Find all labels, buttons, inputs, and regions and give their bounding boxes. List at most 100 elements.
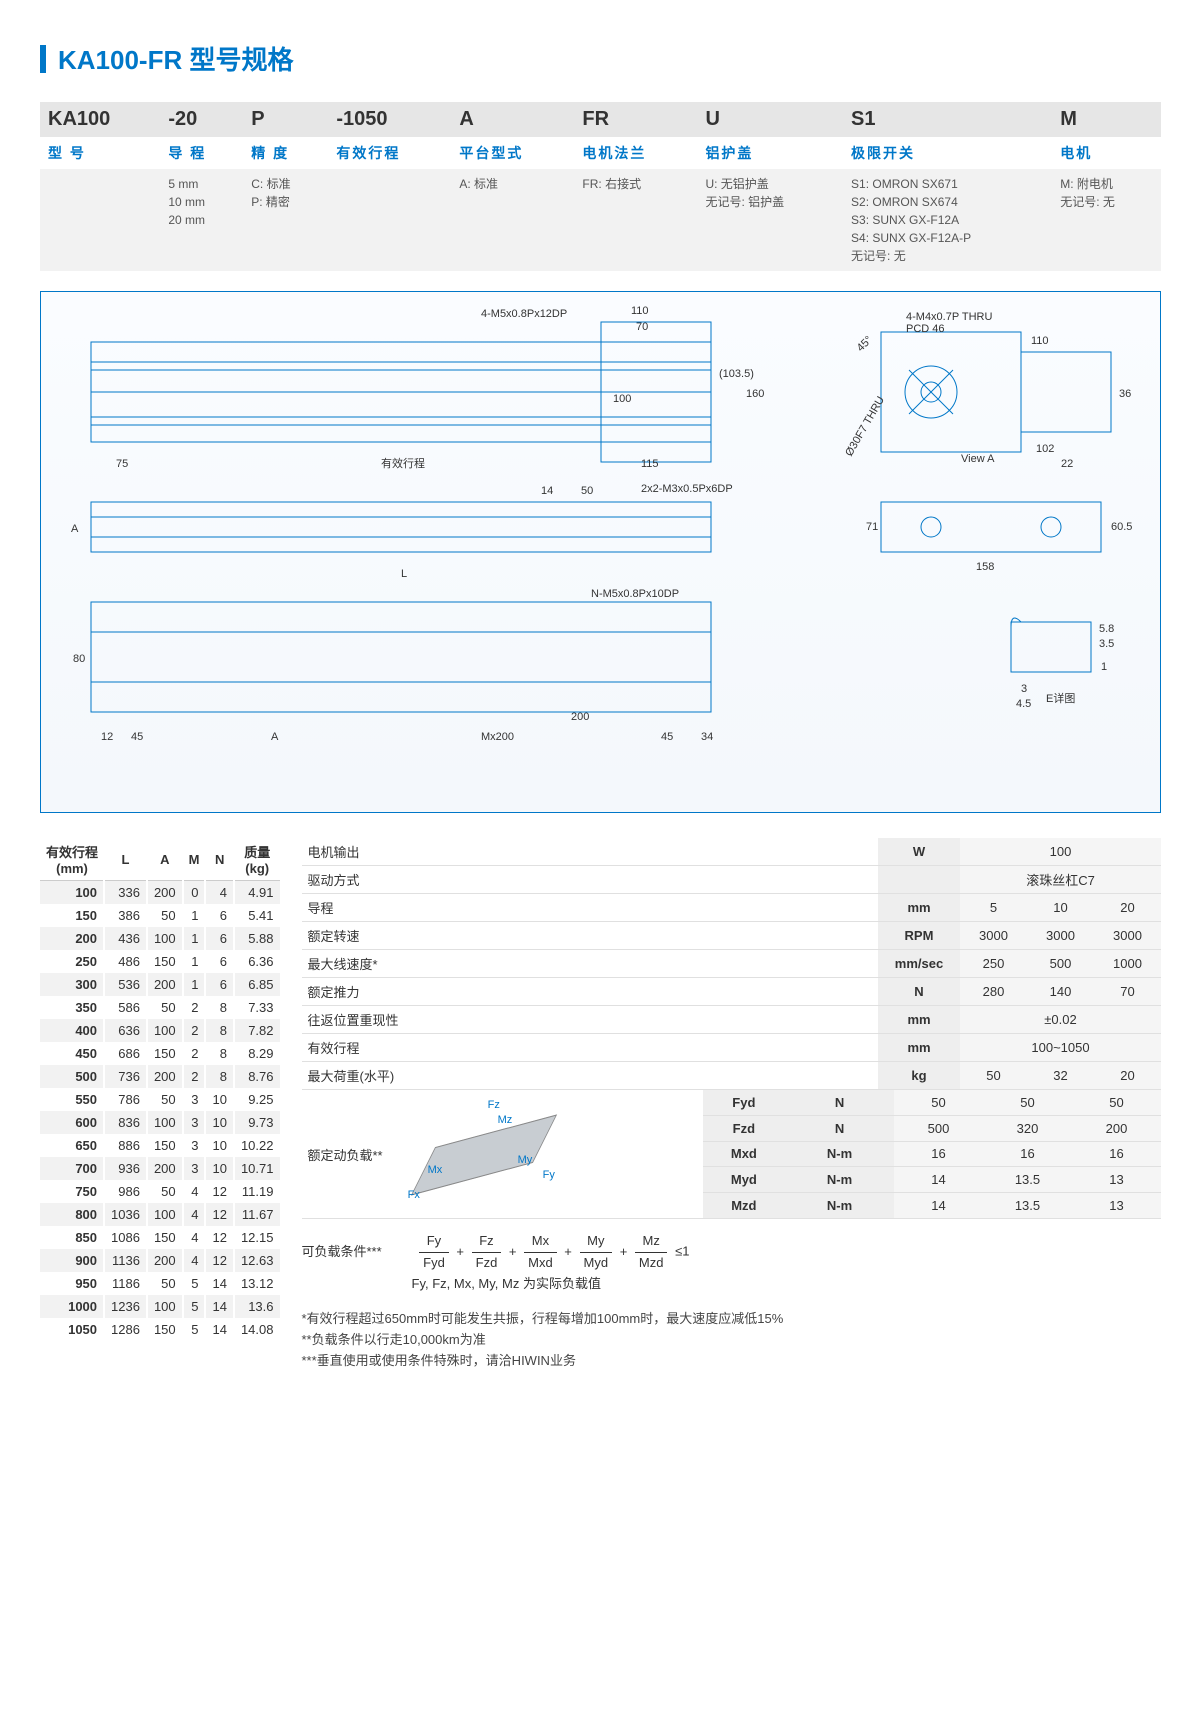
cell: 10: [205, 1088, 233, 1111]
cell: 950: [40, 1272, 104, 1295]
cell: 5.41: [234, 904, 281, 927]
svg-text:75: 75: [116, 458, 128, 470]
cell: 850: [40, 1226, 104, 1249]
cell: 486: [104, 950, 147, 973]
load-val: 50: [983, 1090, 1072, 1115]
svg-text:N-M5x0.8Px10DP: N-M5x0.8Px10DP: [591, 588, 679, 600]
cell: 6.36: [234, 950, 281, 973]
spec-val: 500: [1027, 950, 1094, 978]
load-val: 320: [983, 1115, 1072, 1141]
cell: 6.85: [234, 973, 281, 996]
load-val: 13: [1072, 1193, 1161, 1219]
cell: 586: [104, 996, 147, 1019]
cell: 150: [147, 1318, 183, 1341]
cell: 1: [183, 973, 206, 996]
cell: 11.67: [234, 1203, 281, 1226]
cell: 8: [205, 996, 233, 1019]
spec-unit: mm: [878, 1006, 960, 1034]
spec-unit: mm/sec: [878, 950, 960, 978]
cell: 936: [104, 1157, 147, 1180]
table-row: 7509865041211.19: [40, 1180, 281, 1203]
cell: 14.08: [234, 1318, 281, 1341]
cell: 100: [147, 1019, 183, 1042]
code-header: -20: [160, 102, 243, 137]
table-row: 400636100287.82: [40, 1019, 281, 1042]
spec-val: 32: [1027, 1062, 1094, 1090]
code-sublabel: 平台型式: [451, 137, 574, 169]
cell: 1050: [40, 1318, 104, 1341]
cell: 550: [40, 1088, 104, 1111]
spec-val: 50: [960, 1062, 1027, 1090]
table-row: 800103610041211.67: [40, 1203, 281, 1226]
code-header: A: [451, 102, 574, 137]
cell: 12: [205, 1249, 233, 1272]
cell: 6: [205, 973, 233, 996]
cell: 200: [147, 1249, 183, 1272]
svg-text:45: 45: [661, 731, 673, 743]
svg-text:有效行程: 有效行程: [381, 456, 425, 470]
cell: 4.91: [234, 881, 281, 905]
cell: 250: [40, 950, 104, 973]
cell: 150: [147, 950, 183, 973]
cell: 1: [183, 927, 206, 950]
table-row: 500736200288.76: [40, 1065, 281, 1088]
table-row: 6008361003109.73: [40, 1111, 281, 1134]
fraction: MyMyd: [580, 1231, 613, 1274]
spec-row: 额定转速RPM300030003000: [302, 922, 1162, 950]
cell: 3: [183, 1111, 206, 1134]
cell: 200: [147, 973, 183, 996]
table-row: 850108615041212.15: [40, 1226, 281, 1249]
spec-label: 额定推力: [302, 978, 879, 1006]
cell: 4: [183, 1203, 206, 1226]
code-header: U: [697, 102, 843, 137]
drawing-svg: 4-M5x0.8Px12DP 110 70 (103.5) 160 100 75…: [61, 302, 1141, 802]
svg-text:3: 3: [1021, 683, 1027, 695]
cell: 1000: [40, 1295, 104, 1318]
spec-table: 电机输出W100驱动方式滚珠丝杠C7导程mm51020额定转速RPM300030…: [302, 838, 1162, 1090]
svg-text:14: 14: [541, 485, 553, 497]
cell: 750: [40, 1180, 104, 1203]
code-sublabel: 极限开关: [843, 137, 1052, 169]
svg-text:45°: 45°: [854, 334, 874, 354]
cell: 2: [183, 1019, 206, 1042]
load-val: 14: [894, 1193, 983, 1219]
cell: 50: [147, 904, 183, 927]
code-desc: A: 标准: [451, 169, 574, 271]
cell: 1036: [104, 1203, 147, 1226]
load-val: 13.5: [983, 1167, 1072, 1193]
cell: 50: [147, 996, 183, 1019]
load-unit: N-m: [785, 1193, 894, 1219]
cell: 4: [183, 1180, 206, 1203]
cell: 50: [147, 1180, 183, 1203]
table-row: 250486150166.36: [40, 950, 281, 973]
svg-text:200: 200: [571, 711, 589, 723]
load-title: 额定动负载**: [308, 1145, 383, 1164]
cell: 4: [183, 1249, 206, 1272]
svg-text:A: A: [271, 731, 279, 743]
cell: 14: [205, 1295, 233, 1318]
footnotes: *有效行程超过650mm时可能发生共振，行程每增加100mm时，最大速度应减低1…: [302, 1309, 1162, 1371]
cell: 536: [104, 973, 147, 996]
axis-label: Fy: [543, 1169, 555, 1181]
spec-unit: N: [878, 978, 960, 1006]
cell: 2: [183, 1042, 206, 1065]
spec-row: 驱动方式滚珠丝杠C7: [302, 866, 1162, 894]
cell: 886: [104, 1134, 147, 1157]
cell: 450: [40, 1042, 104, 1065]
svg-text:70: 70: [636, 321, 648, 333]
spec-label: 导程: [302, 894, 879, 922]
formula-cond: ≤1: [675, 1244, 689, 1259]
footnote-line: **负载条件以行走10,000km为准: [302, 1330, 1162, 1351]
cell: 3: [183, 1088, 206, 1111]
table-row: 300536200166.85: [40, 973, 281, 996]
spec-label: 最大线速度*: [302, 950, 879, 978]
load-sym: Fyd: [703, 1090, 785, 1115]
spec-val: 70: [1094, 978, 1161, 1006]
spec-val: 3000: [960, 922, 1027, 950]
spec-val: 1000: [1094, 950, 1161, 978]
cell: 6: [205, 904, 233, 927]
cell: 50: [147, 1272, 183, 1295]
spec-val: 20: [1094, 1062, 1161, 1090]
cell: 3: [183, 1157, 206, 1180]
cell: 900: [40, 1249, 104, 1272]
